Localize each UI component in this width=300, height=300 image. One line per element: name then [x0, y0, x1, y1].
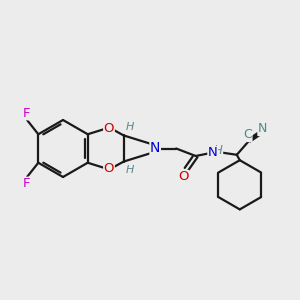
Text: H: H — [126, 122, 134, 132]
Text: N: N — [150, 142, 160, 155]
Text: F: F — [23, 107, 31, 120]
Text: H: H — [126, 165, 134, 175]
Text: O: O — [178, 170, 189, 184]
Text: O: O — [104, 162, 114, 175]
Text: C: C — [243, 128, 252, 142]
Text: F: F — [23, 177, 31, 190]
Text: N: N — [258, 122, 267, 136]
Text: N: N — [208, 146, 218, 160]
Text: H: H — [214, 144, 223, 157]
Text: O: O — [104, 122, 114, 135]
